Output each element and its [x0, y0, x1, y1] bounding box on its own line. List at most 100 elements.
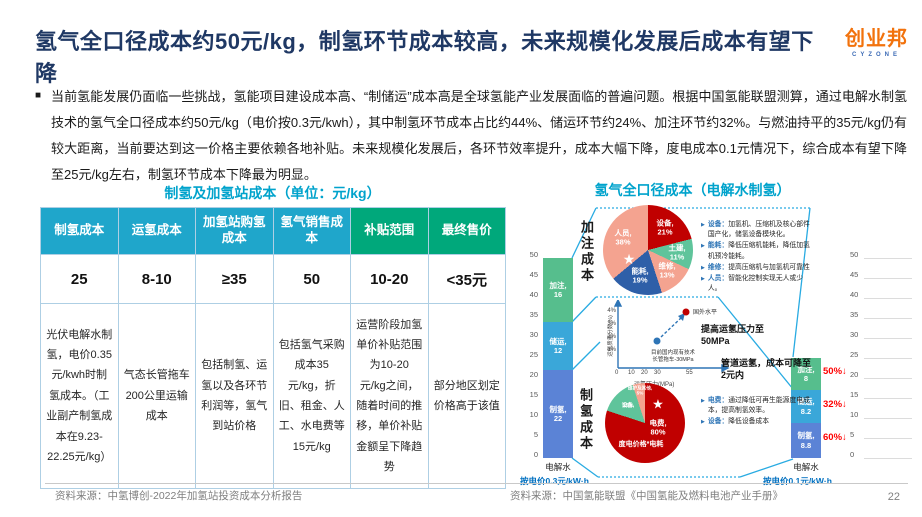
- mini-x-tick: 10: [628, 370, 635, 376]
- detail-cell: 气态长管拖车200公里运输成本: [117, 303, 196, 489]
- mini-y-tick: 3%: [607, 321, 616, 327]
- detail-cell: 部分地区划定价格高于该值: [427, 303, 506, 489]
- y-axis-tick: 20: [850, 370, 859, 379]
- electricity-price-note: 按电价0.1元/kW·h: [763, 476, 832, 486]
- value-cell: 8-10: [117, 254, 196, 304]
- gridline: [864, 278, 912, 279]
- square-bullet-icon: ■: [35, 90, 42, 101]
- col-header: 补贴范围: [350, 207, 429, 255]
- bar-x-label: 电解水: [545, 462, 571, 472]
- y-axis-tick: 10: [850, 410, 859, 419]
- col-header: 最终售价: [427, 207, 506, 255]
- body-block: ■ 当前氢能发展仍面临一些挑战，氢能项目建设成本高、“制储运”成本高是全球氢能产…: [35, 84, 907, 188]
- y-axis-tick: 45: [529, 270, 538, 279]
- y-axis-tick: 5: [850, 430, 855, 439]
- production-cost-pie: 电费, 80% 设备, 15% 维护及其他, 5% ★ 度电价格*电耗: [605, 383, 685, 463]
- y-axis-tick: 35: [529, 310, 538, 319]
- gridline: [864, 318, 912, 319]
- gridline: [864, 438, 912, 439]
- y-axis-tick: 30: [850, 330, 859, 339]
- arrow-bullet-icon: ▶: [701, 275, 705, 282]
- stacked-bar-future-cost: 加注, 8 储运, 8.2 制氢, 8.8: [791, 358, 821, 458]
- footer-divider: [45, 483, 908, 484]
- bar-x-label: 电解水: [793, 462, 819, 472]
- pressure-note: 提高运氢压力至50MPa: [701, 324, 765, 346]
- y-axis-tick: 35: [850, 310, 859, 319]
- drop-percentage-refueling: 50%↓: [823, 366, 847, 377]
- mini-x-tick: 0: [615, 370, 619, 376]
- y-axis-tick: 50: [850, 250, 859, 259]
- y-axis-tick: 15: [850, 390, 859, 399]
- figure-hydrogen-cost: 氢气全口径成本（电解水制氢）: [520, 180, 914, 496]
- source-right: 资料来源：中国氢能联盟《中国氢能及燃料电池产业手册》: [510, 490, 783, 502]
- list-item: ▶ 设备：降低设备成本: [701, 417, 815, 427]
- star-icon: ★: [622, 250, 636, 267]
- drop-percentage-storage: 32%↓: [823, 399, 847, 410]
- cost-table: 制氢成本 运氢成本 加氢站购氢成本 氢气销售成本 补贴范围 最终售价 25 8-…: [40, 207, 506, 489]
- refuel-section-label: 加注成本: [579, 220, 594, 284]
- mini-chart-axes: [613, 300, 730, 373]
- col-header: 运氢成本: [117, 207, 196, 255]
- y-axis-tick: 25: [850, 350, 859, 359]
- foreign-point-label: 国外水平: [693, 310, 718, 316]
- star-icon: ★: [652, 396, 664, 412]
- y-axis-tick: 45: [850, 270, 859, 279]
- down-arrow-icon: ↓: [842, 399, 847, 410]
- mini-y-tick: 2%: [607, 334, 616, 340]
- production-improvement-bullets: ▶ 电费：通过降低可再生能源度电成本，提高制氢效率。 ▶ 设备：降低设备成本: [701, 396, 815, 429]
- table-title: 制氢及加氢站成本（单位：元/kg）: [164, 185, 381, 201]
- source-left: 资料来源：中氢博创-2022年加氢站投资成本分析报告: [55, 490, 303, 502]
- col-header: 氢气销售成本: [272, 207, 351, 255]
- mini-x-tick: 20: [641, 370, 648, 376]
- page-title: 氢气全口径成本约50元/kg，制氢环节成本较高，未来规模化发展后成本有望下降: [35, 29, 814, 86]
- bar-segment-refueling: 加注, 8: [791, 358, 821, 390]
- down-arrow-icon: ↓: [842, 366, 847, 377]
- bar-segment-storage: 储运, 8.2: [791, 390, 821, 423]
- production-section-label: 制氢成本: [578, 388, 593, 452]
- y-axis-tick: 30: [529, 330, 538, 339]
- bar-segment-production: 制氢, 8.8: [791, 423, 821, 458]
- logo-tagline: CYZONE: [851, 52, 901, 58]
- y-axis-tick: 5: [533, 430, 538, 439]
- y-axis-tick: 40: [850, 290, 859, 299]
- pipeline-note: 管道运氢，成本可降至2元内: [721, 358, 812, 380]
- list-item: ▶ 能耗：降低压缩机能耗，降低加氢机预冷能耗。: [701, 241, 815, 261]
- y-axis-tick: 40: [529, 290, 538, 299]
- y-axis-tick: 50: [529, 250, 538, 259]
- foreign-point: [682, 308, 690, 316]
- stacked-bar-current-cost: 加注, 16 储运, 12 制氢, 22: [543, 258, 573, 458]
- down-arrow-icon: ↓: [842, 432, 847, 443]
- y-axis-tick: 10: [529, 410, 538, 419]
- value-cell: 50: [272, 254, 351, 304]
- arrow-bullet-icon: ▶: [701, 398, 705, 404]
- gridline: [864, 338, 912, 339]
- drop-percentage-production: 60%↓: [823, 432, 847, 443]
- list-item: ▶ 维修：提高压缩机与加氢机可靠性: [701, 263, 815, 273]
- gridline: [864, 258, 912, 259]
- table-details-row: 光伏电解水制氢，电价0.35元/kwh时制氢成本。（工业副产制氢成本在9.23-…: [40, 303, 506, 489]
- gridline: [864, 358, 912, 359]
- y-axis-tick: 0: [533, 450, 538, 459]
- mini-y-axis-label: 运氢质量分数(%): [608, 315, 614, 357]
- mini-y-tick: 4%: [607, 308, 616, 314]
- bar-segment-production: 制氢, 22: [543, 370, 573, 458]
- arrow-bullet-icon: ▶: [701, 264, 705, 271]
- gridline: [864, 298, 912, 299]
- detail-cell: 包括制氢、运氢以及各环节利润等，氢气到站价格: [195, 303, 274, 489]
- gridline: [864, 398, 912, 399]
- y-axis-tick: 20: [529, 370, 538, 379]
- refuel-improvement-bullets: ▶ 设备：加氢机、压缩机及核心部件国产化，储氢设备模块化。 ▶ 能耗：降低压缩机能耗…: [701, 220, 815, 295]
- refuel-cost-pie: 设备, 21% 土建, 11% 维修, 13% 能耗, 19% 人员, 38% ★: [603, 205, 693, 295]
- col-header: 制氢成本: [40, 207, 119, 255]
- col-header: 加氢站购氢成本: [195, 207, 274, 255]
- detail-cell: 包括氢气采购成本35元/kg，折旧、租金、人工、水电费等15元/kg: [272, 303, 351, 489]
- gridline: [864, 458, 912, 459]
- domestic-point-label: 目前国内现有技术 长管拖车-30MPa: [650, 350, 695, 364]
- domestic-point: [653, 337, 661, 345]
- mini-y-tick: 1%: [607, 347, 616, 353]
- electricity-price-note: 按电价0.3元/kW·h: [520, 476, 589, 486]
- value-cell: 10-20: [350, 254, 429, 304]
- body-paragraph: 当前氢能发展仍面临一些挑战，氢能项目建设成本高、“制储运”成本高是全球氢能产业发…: [51, 89, 908, 182]
- y-axis-tick: 15: [529, 390, 538, 399]
